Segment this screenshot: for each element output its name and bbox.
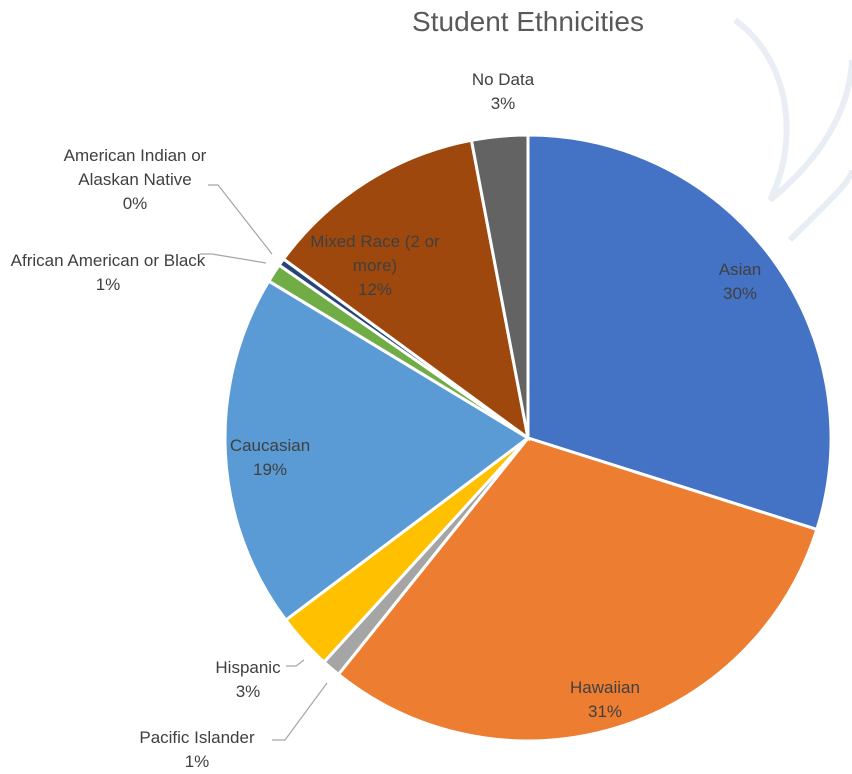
value-label: 12% bbox=[357, 280, 393, 299]
category-name: Caucasian bbox=[229, 436, 311, 455]
value-label: 19% bbox=[252, 460, 288, 479]
category-name: Asian bbox=[718, 260, 762, 279]
category-name: Hispanic bbox=[215, 658, 281, 677]
value-label: 30% bbox=[722, 284, 758, 303]
value-label: 3% bbox=[490, 94, 516, 113]
value-label: 1% bbox=[95, 275, 121, 294]
pie-slice bbox=[336, 436, 819, 743]
slice-label: No Data 3% bbox=[453, 68, 553, 116]
category-name: Mixed Race (2 or more) bbox=[310, 232, 440, 275]
slice-label: Mixed Race (2 or more) 12% bbox=[310, 230, 440, 302]
category-name: Hawaiian bbox=[570, 678, 640, 697]
slice-label: American Indian or Alaskan Native 0% bbox=[35, 144, 235, 216]
leader-lines bbox=[200, 184, 328, 741]
value-label: 3% bbox=[235, 682, 261, 701]
pie-slice bbox=[281, 138, 531, 442]
chart-title: Student Ethnicities bbox=[412, 6, 644, 37]
slice-label: Hispanic 3% bbox=[198, 656, 298, 704]
category-name: Pacific Islander bbox=[139, 728, 255, 747]
slice-label: Pacific Islander 1% bbox=[117, 726, 277, 774]
value-label: 0% bbox=[122, 194, 148, 213]
value-label: 31% bbox=[587, 702, 623, 721]
value-label: 1% bbox=[184, 752, 210, 771]
pie-slice bbox=[526, 133, 833, 532]
category-name: African American or Black bbox=[10, 251, 206, 270]
category-name: American Indian or Alaskan Native bbox=[63, 146, 207, 189]
pie-slice bbox=[469, 133, 530, 439]
slice-label: Asian 30% bbox=[680, 258, 800, 306]
category-name: No Data bbox=[471, 70, 535, 89]
slice-label: Caucasian 19% bbox=[210, 434, 330, 482]
slice-label: African American or Black 1% bbox=[8, 249, 208, 297]
pie-slice bbox=[223, 278, 531, 623]
background-leaf bbox=[733, 17, 852, 243]
slice-label: Hawaiian 31% bbox=[545, 676, 665, 724]
